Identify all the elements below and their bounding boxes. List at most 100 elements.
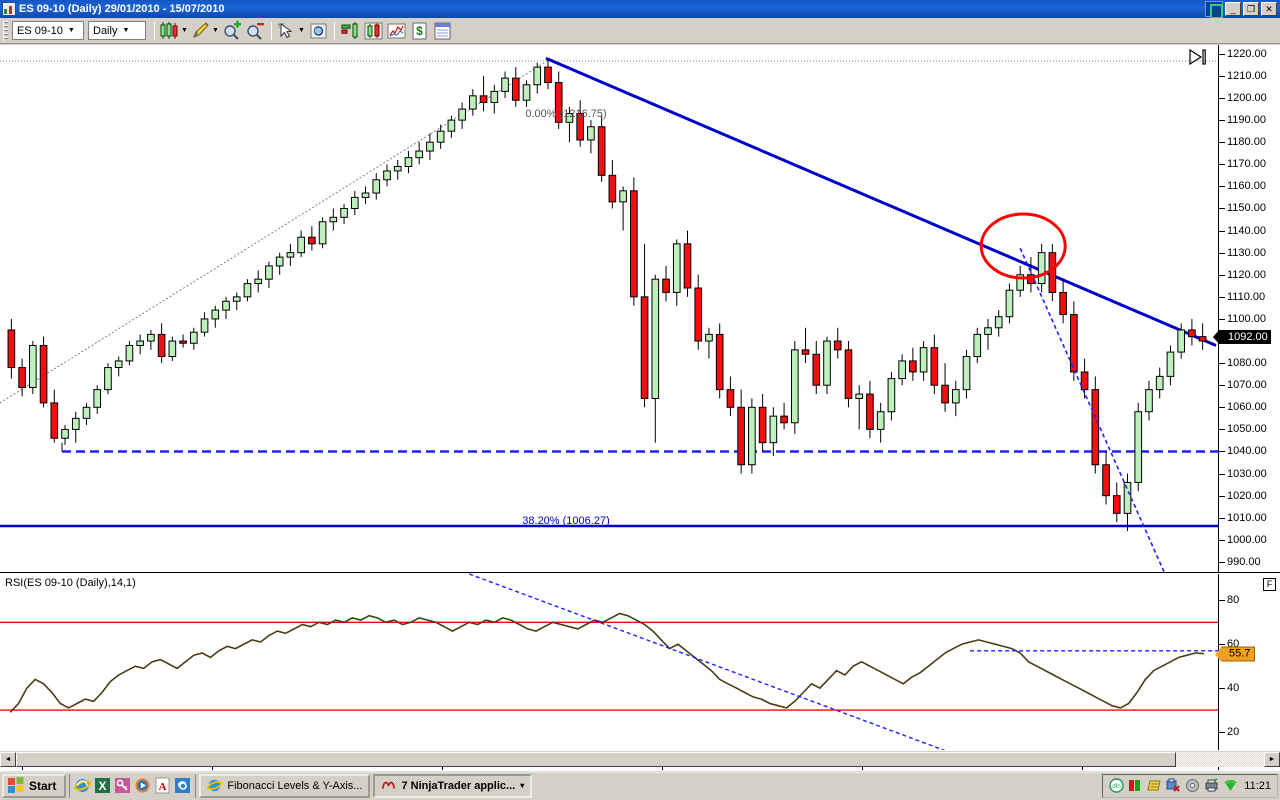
price-axis-tick xyxy=(1219,429,1225,431)
start-button-label: Start xyxy=(29,778,57,793)
dfn-feed-icon[interactable]: dfn xyxy=(1109,778,1124,793)
task-ninjatrader[interactable]: 7 NinjaTrader applic... ▾ xyxy=(373,773,533,798)
price-axis-tick xyxy=(1219,517,1225,519)
price-axis-tick xyxy=(1219,495,1225,497)
chevron-down-icon: ▼ xyxy=(212,27,219,34)
task-ninjatrader-label: 7 NinjaTrader applic... xyxy=(401,779,516,792)
reload-button[interactable] xyxy=(307,20,329,42)
windows-logo-icon xyxy=(8,777,24,793)
svg-text:A: A xyxy=(159,781,167,793)
indicators-icon xyxy=(364,22,382,39)
rsi-axis-label: 20 xyxy=(1227,726,1240,739)
properties-button[interactable] xyxy=(431,20,453,42)
disk-icon[interactable] xyxy=(1185,778,1200,793)
scroll-left-button[interactable]: ◄ xyxy=(0,751,16,767)
chart-icon xyxy=(2,2,16,16)
time-axis-tick xyxy=(22,766,23,773)
scroll-thumb[interactable] xyxy=(16,751,1176,767)
price-axis-label: 1140.00 xyxy=(1227,224,1266,237)
rsi-axis[interactable]: F 80 60 40 20 55.7 xyxy=(1214,574,1280,753)
start-button[interactable]: Start xyxy=(2,773,67,798)
zoom-out-button[interactable] xyxy=(244,20,266,42)
price-axis[interactable]: 1220.00 1210.00 1200.00 1190.00 1180.00 1170.… xyxy=(1213,45,1280,572)
fib-0-label: 0.00% (1216.75) xyxy=(525,108,607,120)
time-axis-tick xyxy=(862,766,863,773)
price-panel[interactable]: 0.00% (1216.75) 38.20% (1006.27) 1220.00… xyxy=(0,45,1280,580)
instrument-selector[interactable]: ES 09-10 ▼ xyxy=(12,21,84,40)
rsi-chart-canvas[interactable] xyxy=(0,573,1218,766)
maximize-button[interactable]: ❐ xyxy=(1243,2,1259,16)
media-key-icon[interactable] xyxy=(114,777,131,794)
toolbar-grip[interactable] xyxy=(3,20,8,41)
chart-area[interactable]: 0.00% (1216.75) 38.20% (1006.27) 1220.00… xyxy=(0,45,1280,786)
rsi-panel[interactable]: RSI(ES 09-10 (Daily),14,1) F 80 60 40 20 55.… xyxy=(0,573,1280,766)
cursor-select-button[interactable]: ▼ xyxy=(276,20,306,42)
price-axis-tick xyxy=(1219,561,1225,563)
strategies-button[interactable] xyxy=(385,20,407,42)
window-restore-icon[interactable] xyxy=(1205,1,1223,19)
rsi-value-marker[interactable]: 55.7 xyxy=(1214,646,1256,663)
price-axis-label: 1060.00 xyxy=(1227,401,1267,414)
price-axis-label: 990.00 xyxy=(1227,555,1261,568)
cursor-select-icon xyxy=(278,22,293,38)
rsi-indicator-label: RSI(ES 09-10 (Daily),14,1) xyxy=(5,577,136,589)
price-axis-label: 1010.00 xyxy=(1227,511,1267,524)
properties-icon xyxy=(434,22,450,39)
price-axis-label: 1220.00 xyxy=(1227,47,1267,60)
horizontal-scrollbar[interactable]: ◄ ► xyxy=(0,750,1280,767)
time-axis-tick xyxy=(212,766,213,773)
network-signal-icon[interactable] xyxy=(1223,778,1238,793)
f-badge[interactable]: F xyxy=(1263,578,1276,591)
printer-icon[interactable] xyxy=(1204,778,1219,793)
indicators-button[interactable] xyxy=(362,20,384,42)
scroll-track[interactable] xyxy=(16,751,1264,767)
tray-clock[interactable]: 11:21 xyxy=(1244,779,1271,792)
scroll-right-button[interactable]: ► xyxy=(1264,751,1280,767)
chevron-down-icon: ▼ xyxy=(298,27,305,34)
price-axis-tick xyxy=(1219,296,1225,298)
minimize-button[interactable]: _ xyxy=(1225,2,1241,16)
data-series-button[interactable] xyxy=(339,20,361,42)
svg-text:X: X xyxy=(99,779,107,793)
price-axis-label: 1200.00 xyxy=(1227,92,1267,105)
rsi-axis-tick xyxy=(1219,688,1225,690)
price-axis-label: 1110.00 xyxy=(1227,290,1266,303)
playback-icon[interactable] xyxy=(1188,48,1212,66)
outlook-icon[interactable] xyxy=(174,777,191,794)
task-fibonacci-levels-label: Fibonacci Levels & Y-Axis... xyxy=(227,779,363,792)
chevron-down-icon[interactable]: ▾ xyxy=(520,781,525,790)
internet-explorer-icon xyxy=(207,779,223,792)
price-axis-label: 1180.00 xyxy=(1227,136,1266,149)
order-entry-icon: $ xyxy=(412,22,426,39)
safely-remove-icon[interactable] xyxy=(1166,778,1181,793)
market-data-icon[interactable] xyxy=(1128,778,1143,793)
price-axis-tick xyxy=(1219,75,1225,77)
price-axis-tick xyxy=(1219,98,1225,100)
price-axis-tick xyxy=(1219,473,1225,475)
notepad-icon[interactable] xyxy=(1147,778,1162,793)
quick-launch-bar: X A xyxy=(69,773,197,798)
title-bar: ES 09-10 (Daily) 29/01/2010 - 15/07/2010… xyxy=(0,0,1280,19)
last-price-marker[interactable]: 1092.00 xyxy=(1213,329,1271,344)
close-button[interactable]: ✕ xyxy=(1261,2,1277,16)
chart-style-button[interactable]: ▼ xyxy=(159,20,189,42)
fib-382-label: 38.20% (1006.27) xyxy=(522,515,610,527)
order-entry-button[interactable]: $ xyxy=(408,20,430,42)
price-axis-label: 1170.00 xyxy=(1227,158,1266,171)
price-axis-tick xyxy=(1219,407,1225,409)
internet-explorer-icon[interactable] xyxy=(74,777,92,794)
rsi-axis-tick xyxy=(1219,732,1225,734)
drawing-tools-button[interactable]: ▼ xyxy=(190,20,220,42)
excel-icon[interactable]: X xyxy=(94,777,111,794)
price-chart-canvas[interactable] xyxy=(0,45,1218,580)
window-title: ES 09-10 (Daily) 29/01/2010 - 15/07/2010 xyxy=(19,3,225,15)
rsi-axis-label: 80 xyxy=(1227,594,1240,607)
task-fibonacci-levels[interactable]: Fibonacci Levels & Y-Axis... xyxy=(199,773,371,798)
price-axis-tick xyxy=(1219,252,1225,254)
acrobat-icon[interactable]: A xyxy=(154,777,171,794)
interval-selector[interactable]: Daily ▼ xyxy=(88,21,146,40)
strategies-icon xyxy=(387,23,405,38)
windows-media-player-icon[interactable] xyxy=(134,777,151,794)
zoom-in-button[interactable] xyxy=(221,20,243,42)
rsi-axis-tick xyxy=(1219,644,1225,646)
